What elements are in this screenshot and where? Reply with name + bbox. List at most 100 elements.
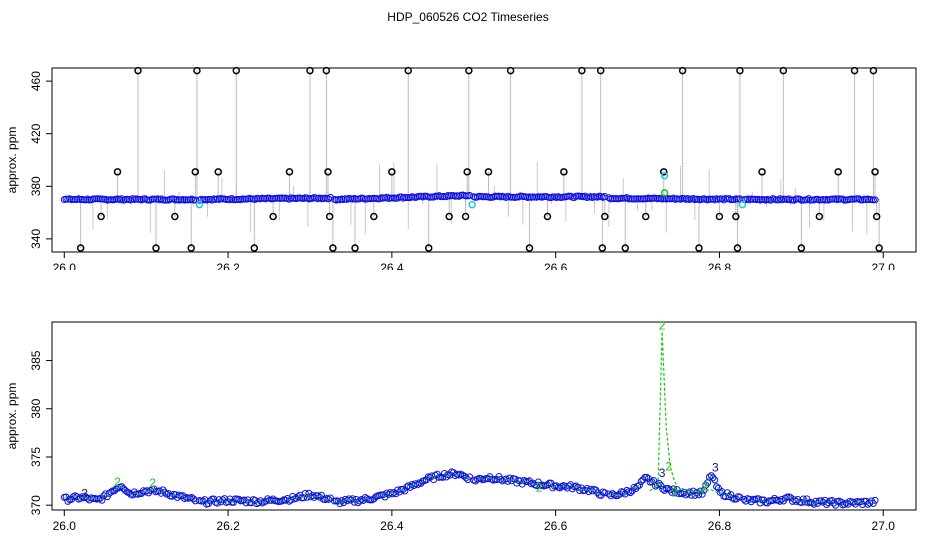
y-tick-label: 380 [29,398,43,418]
data-point [614,491,622,499]
data-point [824,499,832,507]
outlier-point [465,66,473,75]
data-point [657,482,665,490]
data-point [326,494,334,502]
outlier-point [660,168,668,176]
data-point [823,501,831,509]
outlier-point [678,66,687,75]
y-tick-label: 420 [29,123,43,143]
outlier-point [322,66,331,75]
y-tick-label: 375 [29,447,43,467]
data-point [308,492,316,500]
series-marker-label: 2 [671,486,678,500]
outlier-point [715,212,724,221]
data-point [498,477,506,485]
data-point [552,482,560,490]
data-point [769,496,777,504]
data-point [383,489,391,497]
data-point [310,493,318,501]
data-point [839,195,847,203]
data-point [705,473,713,481]
data-point [866,499,874,507]
outlier-point [76,244,85,252]
data-point [466,191,474,199]
data-point [305,489,313,497]
data-point [797,498,805,506]
data-point [533,482,541,490]
data-point [457,470,465,478]
outlier-point [461,212,470,221]
data-point [626,489,634,497]
data-point [388,490,396,498]
x-tick-label: 26.4 [380,261,404,270]
y-tick-label: 380 [29,176,43,196]
data-point [605,490,613,498]
data-point [125,489,133,497]
outlier-point [214,168,222,176]
x-tick-label: 26.2 [216,261,240,270]
outlier-point [171,212,179,221]
outlier-point [758,168,766,176]
data-point [871,196,879,204]
data-point [767,196,775,204]
data-point [439,473,447,481]
x-tick-label: 26.8 [708,261,732,270]
data-point [763,499,771,507]
outlier-point [875,244,883,252]
data-point [707,472,715,480]
data-point [410,482,418,490]
x-tick-label: 26.6 [544,261,568,270]
data-point [213,499,221,507]
data-point [401,487,409,495]
chart-top-co2-raw: 26.0 26.2 26.4 26.6 26.8 27.0 340 380 420 460 appr… [5,66,917,270]
data-point [774,196,782,204]
outlier-point [445,212,453,221]
series-line [743,496,876,507]
outlier-point [269,212,277,221]
outlier-point [484,168,493,176]
data-point [399,486,407,494]
data-point [379,491,387,499]
y-tick-label: 385 [29,350,43,370]
data-point [803,495,811,503]
y-tick-label: 370 [29,495,43,515]
data-point [107,488,115,496]
outlier-point [463,168,471,176]
plot-frame [51,67,917,253]
flagged-point [468,200,476,209]
data-point [317,491,325,499]
flagged-point [660,189,669,197]
data-point [740,495,748,503]
outlier-point [388,168,396,176]
data-point [628,487,636,495]
outlier-point [325,212,334,221]
data-point [635,481,643,489]
data-point [349,495,357,503]
data-point [460,472,468,480]
outlier-point [598,244,607,252]
outlier-point [543,212,552,221]
x-tick-label: 26.0 [53,261,77,270]
data-point [776,195,784,203]
flagged-point [195,200,204,209]
data-point [668,488,676,496]
outlier-point [324,168,332,176]
outlier-point [193,66,201,75]
chart-bottom-co2-filtered: 26.0 26.2 26.4 26.6 26.8 27.0 370 375 380 385 appr… [5,319,917,533]
outlier-point [191,168,200,176]
data-point [643,473,651,481]
series-line [199,492,331,505]
data-point [655,479,663,487]
data-point [255,499,263,507]
data-point [258,499,266,507]
outlier-point [134,66,142,75]
outlier-point [733,244,742,252]
outlier-point [285,168,294,176]
series-line [608,475,741,500]
outlier-point [834,168,842,176]
data-point [670,485,678,493]
outlier-point [797,244,806,252]
data-point [723,489,731,497]
data-point [623,486,631,494]
outlier-point [596,66,605,75]
